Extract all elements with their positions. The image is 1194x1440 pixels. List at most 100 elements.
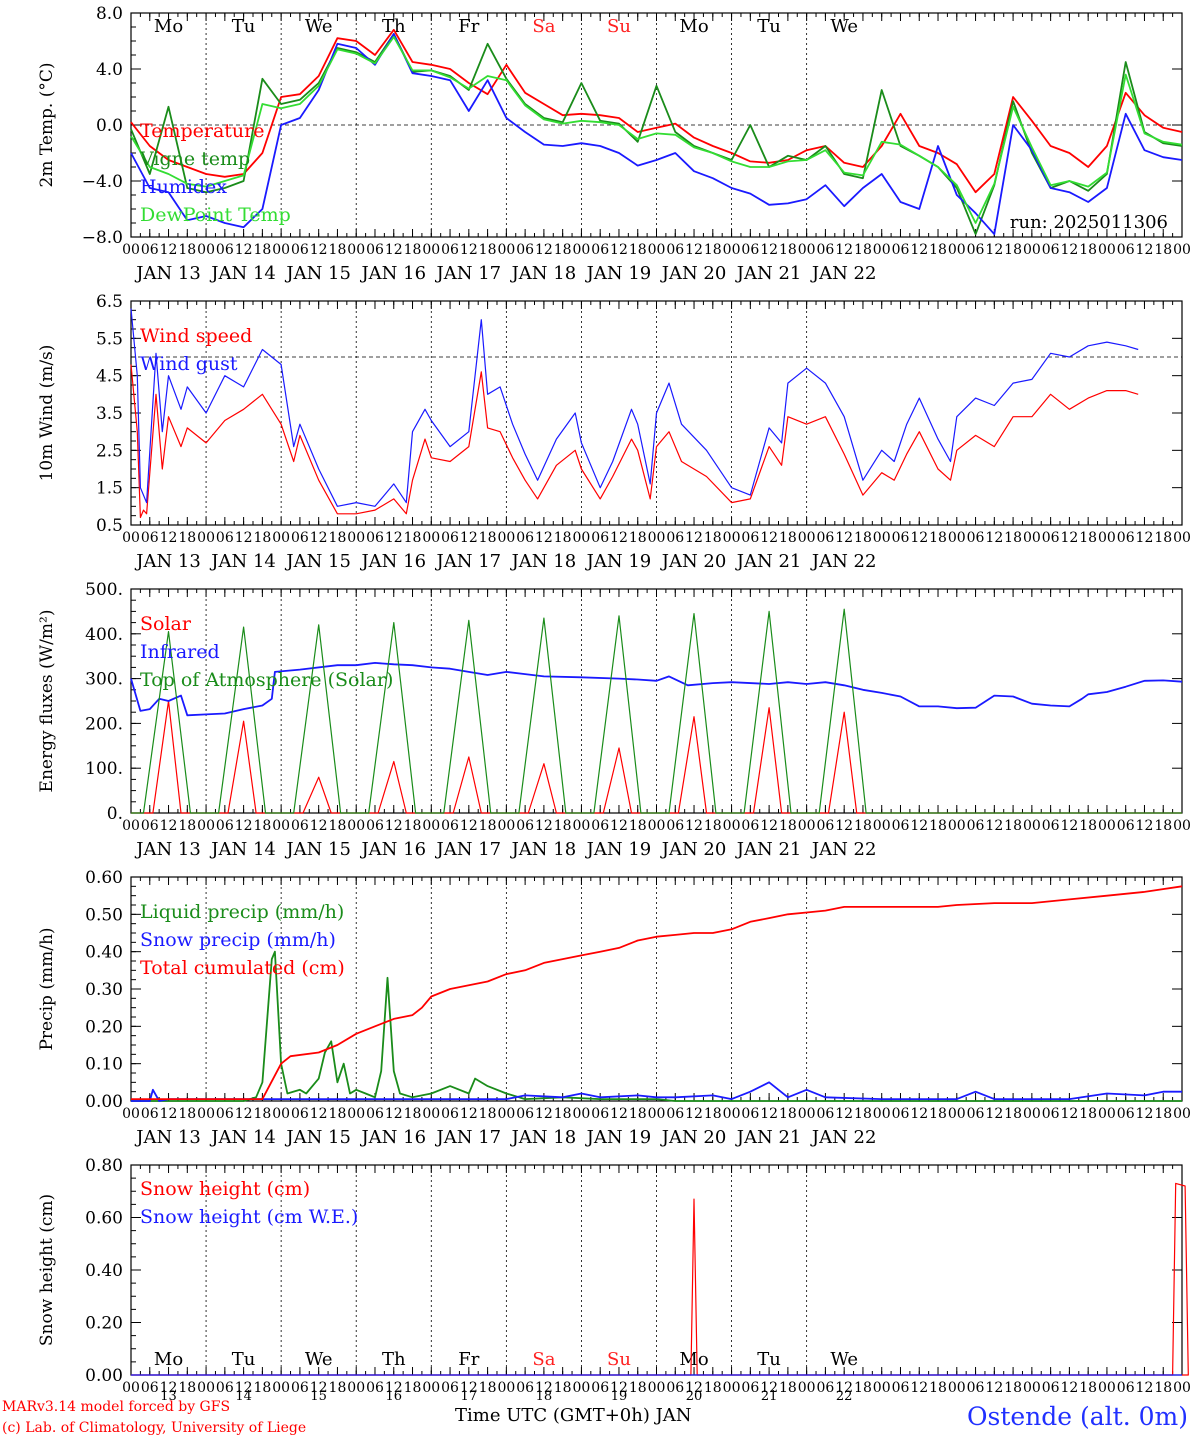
hour-tick-label: 18 <box>329 1380 347 1396</box>
hour-tick-label: 18 <box>1079 1380 1097 1396</box>
hour-tick-label: 12 <box>835 818 853 834</box>
legend-entry: Wind speed <box>140 325 252 347</box>
hour-tick-label: 12 <box>910 530 928 546</box>
hour-tick-label: 00 <box>948 530 966 546</box>
hour-tick-label: 06 <box>141 1106 159 1122</box>
day-label: JAN 17 <box>435 263 502 284</box>
hour-tick-label: 00 <box>347 242 365 258</box>
day-label: JAN 15 <box>284 839 351 860</box>
hour-tick-label: 12 <box>1136 530 1154 546</box>
series-line-dewpoint-temp <box>130 35 1183 224</box>
hour-tick-label: 06 <box>816 242 834 258</box>
weekday-label: Fr <box>458 1349 479 1370</box>
hour-tick-label: 00 <box>873 530 891 546</box>
hour-tick-label: 06 <box>1042 818 1060 834</box>
hour-tick-label: 00 <box>873 818 891 834</box>
day-label: JAN 15 <box>284 551 351 572</box>
hour-tick-label: 06 <box>1117 242 1135 258</box>
hour-tick-label: 00 <box>723 1106 741 1122</box>
y-tick-label: 5.5 <box>96 329 123 349</box>
day-label: JAN 18 <box>510 1127 577 1148</box>
model-credit: MARv3.14 model forced by GFS <box>2 1399 231 1415</box>
day-label: JAN 15 <box>284 1127 351 1148</box>
x-axis-title: Time UTC (GMT+0h) JAN <box>455 1405 692 1426</box>
hour-tick-label: 06 <box>816 1380 834 1396</box>
hour-tick-label: 18 <box>1079 530 1097 546</box>
weekday-label: We <box>305 16 333 37</box>
hour-tick-label: 06 <box>291 1380 309 1396</box>
hour-tick-label: 18 <box>1154 530 1172 546</box>
hour-tick-label: 06 <box>591 818 609 834</box>
day-number: 19 <box>611 1389 628 1404</box>
series-line-temperature <box>130 28 1183 194</box>
hour-tick-label: 06 <box>892 242 910 258</box>
weekday-label: We <box>305 1349 333 1370</box>
hour-tick-label: 18 <box>704 1106 722 1122</box>
day-label: JAN 16 <box>359 1127 426 1148</box>
hour-tick-label: 18 <box>404 530 422 546</box>
hour-tick-label: 00 <box>648 530 666 546</box>
hour-tick-label: 00 <box>1173 530 1191 546</box>
hour-tick-label: 00 <box>422 242 440 258</box>
hour-tick-label: 00 <box>122 530 140 546</box>
hour-tick-label: 12 <box>910 242 928 258</box>
hour-tick-label: 00 <box>1023 1106 1041 1122</box>
hour-tick-label: 12 <box>160 530 178 546</box>
hour-tick-label: 18 <box>629 530 647 546</box>
hour-tick-label: 12 <box>685 242 703 258</box>
legend-entry: Snow precip (mm/h) <box>140 929 336 951</box>
hour-tick-label: 12 <box>460 1380 478 1396</box>
hour-tick-label: 12 <box>235 530 253 546</box>
run-label: run: 2025011306 <box>1010 212 1168 233</box>
hour-tick-label: 12 <box>610 1106 628 1122</box>
hour-tick-label: 12 <box>910 1106 928 1122</box>
day-label: JAN 20 <box>660 839 727 860</box>
y-tick-label: 0. <box>107 804 123 824</box>
legend-entry: Humidex <box>140 176 227 198</box>
hour-tick-label: 06 <box>741 530 759 546</box>
hour-tick-label: 12 <box>1060 818 1078 834</box>
hour-tick-label: 12 <box>160 242 178 258</box>
hour-tick-label: 18 <box>404 818 422 834</box>
y-tick-label: 4.0 <box>96 60 123 80</box>
hour-tick-label: 12 <box>910 1380 928 1396</box>
legend-entry: Snow height (cm W.E.) <box>140 1206 358 1228</box>
hour-tick-label: 00 <box>122 1106 140 1122</box>
hour-tick-label: 00 <box>347 1380 365 1396</box>
hour-tick-label: 00 <box>1023 1380 1041 1396</box>
hour-tick-label: 18 <box>779 530 797 546</box>
day-label: JAN 19 <box>585 551 652 572</box>
hour-tick-label: 18 <box>178 530 196 546</box>
hour-tick-label: 00 <box>948 818 966 834</box>
day-label: JAN 22 <box>810 1127 877 1148</box>
hour-tick-label: 06 <box>216 1380 234 1396</box>
y-tick-label: 200. <box>85 714 123 734</box>
hour-tick-label: 06 <box>666 242 684 258</box>
hour-tick-label: 12 <box>985 1106 1003 1122</box>
hour-tick-label: 06 <box>816 818 834 834</box>
hour-tick-label: 12 <box>310 242 328 258</box>
hour-tick-label: 12 <box>310 530 328 546</box>
hour-tick-label: 18 <box>329 530 347 546</box>
hour-tick-label: 00 <box>272 242 290 258</box>
day-number: 13 <box>160 1389 177 1404</box>
hour-tick-label: 18 <box>178 818 196 834</box>
weekday-label: Tu <box>232 16 256 37</box>
hour-tick-label: 18 <box>253 242 271 258</box>
hour-tick-label: 12 <box>235 242 253 258</box>
y-tick-label: 0.5 <box>96 516 123 536</box>
y-tick-label: 2.5 <box>96 441 123 461</box>
hour-tick-label: 06 <box>741 242 759 258</box>
hour-tick-label: 12 <box>760 818 778 834</box>
hour-tick-label: 06 <box>967 1106 985 1122</box>
hour-tick-label: 06 <box>1042 1106 1060 1122</box>
hour-tick-label: 18 <box>253 818 271 834</box>
hour-tick-label: 06 <box>666 1106 684 1122</box>
y-tick-label: −4.0 <box>82 172 123 192</box>
hour-tick-label: 06 <box>591 530 609 546</box>
hour-tick-label: 18 <box>779 1106 797 1122</box>
day-label: JAN 18 <box>510 839 577 860</box>
